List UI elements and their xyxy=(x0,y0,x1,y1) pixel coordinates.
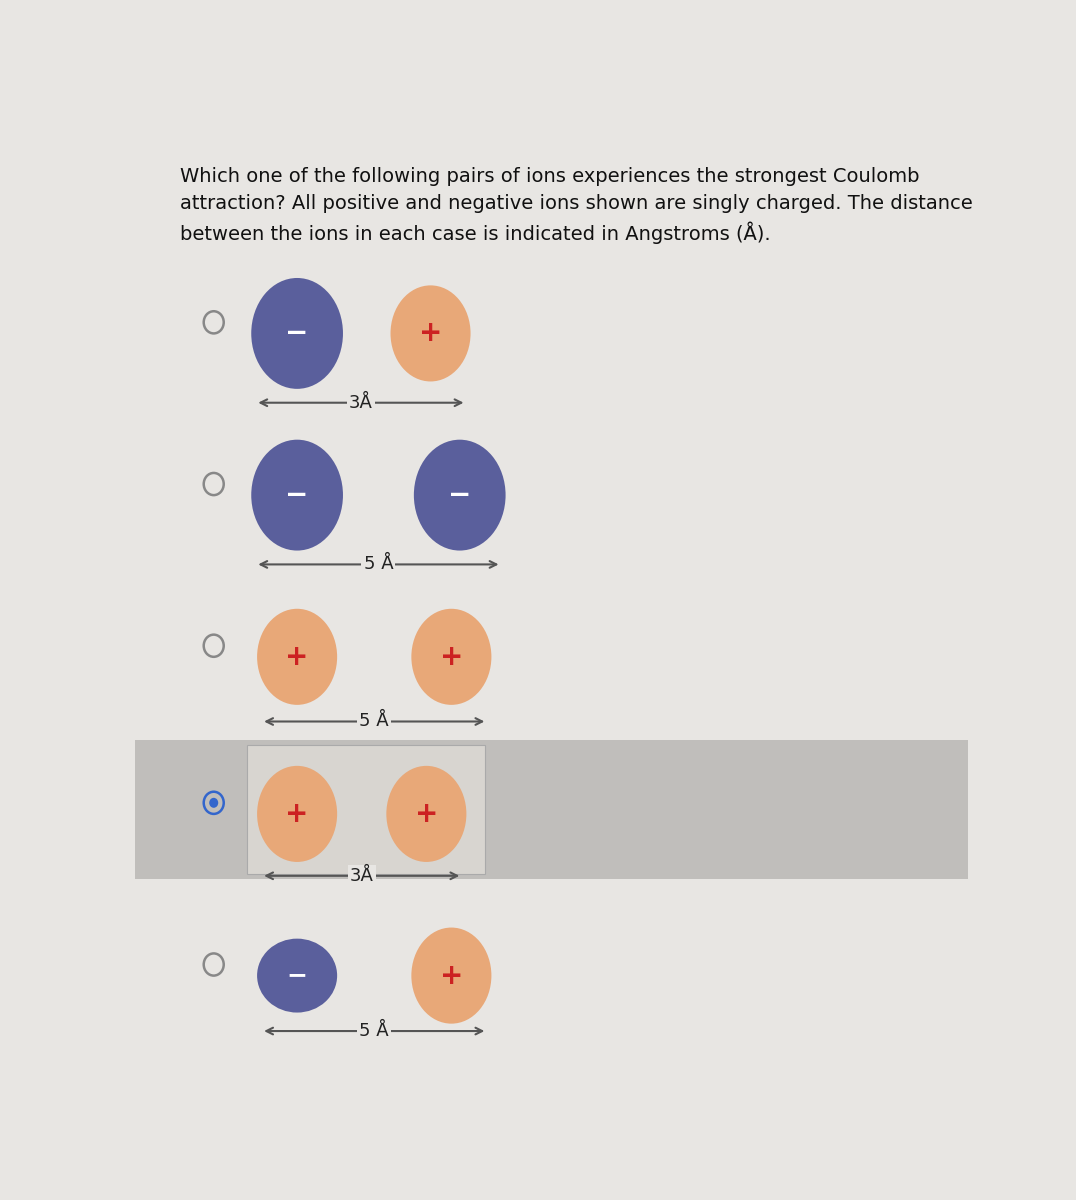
Ellipse shape xyxy=(391,286,470,382)
Bar xyxy=(134,740,968,878)
Ellipse shape xyxy=(414,439,506,551)
Ellipse shape xyxy=(411,608,492,704)
Text: −: − xyxy=(285,481,309,509)
Text: +: + xyxy=(440,961,463,990)
Circle shape xyxy=(209,798,218,808)
Text: −: − xyxy=(285,319,309,348)
Bar xyxy=(247,744,484,874)
Text: 3Å: 3Å xyxy=(349,394,373,412)
Ellipse shape xyxy=(257,938,337,1013)
Text: +: + xyxy=(285,800,309,828)
Ellipse shape xyxy=(257,608,337,704)
Text: +: + xyxy=(419,319,442,348)
Ellipse shape xyxy=(251,278,343,389)
Text: +: + xyxy=(285,643,309,671)
Ellipse shape xyxy=(386,766,466,862)
Ellipse shape xyxy=(251,439,343,551)
Text: Which one of the following pairs of ions experiences the strongest Coulomb
attra: Which one of the following pairs of ions… xyxy=(181,167,973,245)
Ellipse shape xyxy=(257,766,337,862)
Text: −: − xyxy=(448,481,471,509)
Text: −: − xyxy=(286,964,308,988)
Ellipse shape xyxy=(411,928,492,1024)
Text: 5 Å: 5 Å xyxy=(359,1022,390,1040)
Text: 5 Å: 5 Å xyxy=(364,556,393,574)
Text: 5 Å: 5 Å xyxy=(359,713,390,731)
Text: +: + xyxy=(414,800,438,828)
Text: +: + xyxy=(440,643,463,671)
Text: 3Å: 3Å xyxy=(350,866,373,884)
